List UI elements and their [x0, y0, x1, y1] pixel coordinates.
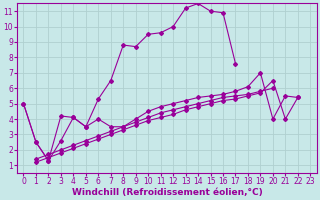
X-axis label: Windchill (Refroidissement éolien,°C): Windchill (Refroidissement éolien,°C) [72, 188, 262, 197]
